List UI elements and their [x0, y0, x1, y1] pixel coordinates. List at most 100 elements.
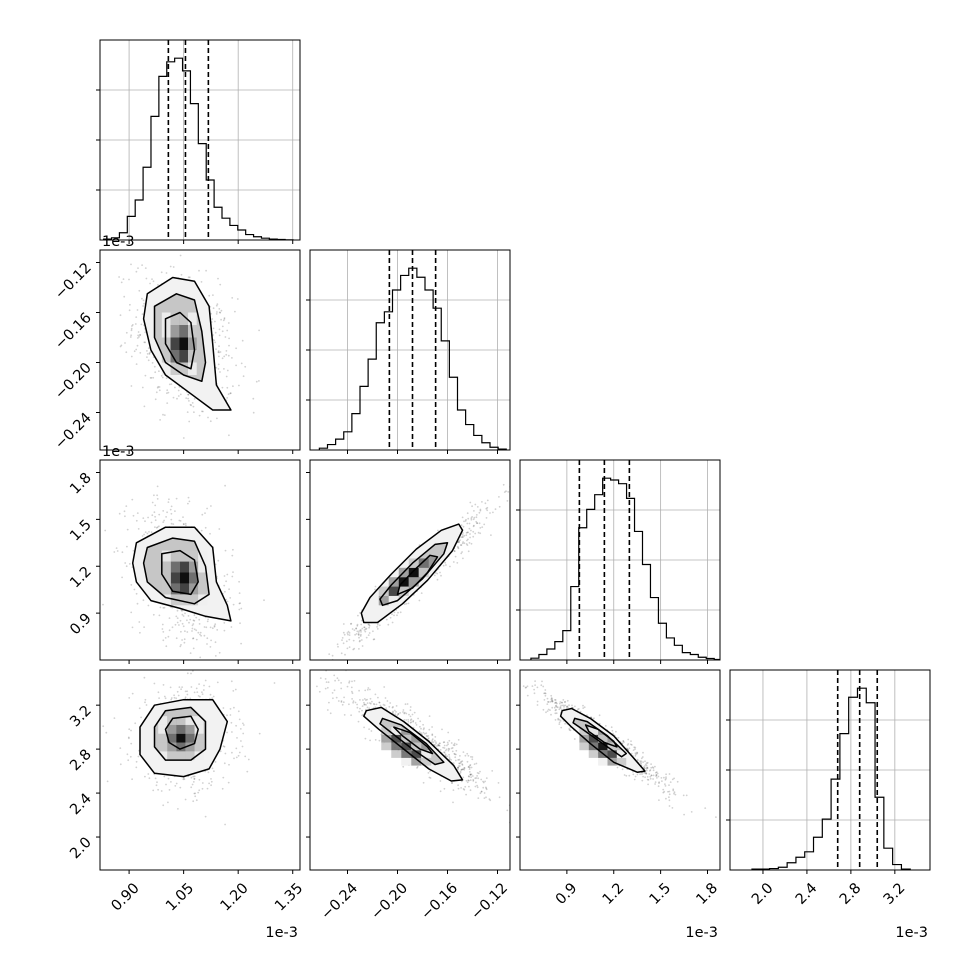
scatter-point — [193, 614, 196, 617]
scatter-point — [621, 742, 624, 745]
scatter-point — [148, 777, 151, 780]
scatter-point — [350, 686, 353, 689]
density-cell — [607, 750, 617, 758]
scatter-point — [526, 694, 529, 697]
scatter-point — [333, 674, 336, 677]
x-tick-label: 0.9 — [553, 880, 581, 908]
scatter-point — [342, 701, 345, 704]
scatter-point — [336, 677, 339, 680]
scatter-point — [499, 663, 501, 665]
scatter-point — [468, 771, 471, 773]
density-cell — [170, 337, 180, 350]
scatter-point — [439, 571, 441, 574]
scatter-point — [143, 405, 146, 408]
scatter-point — [229, 392, 232, 395]
scatter-point — [329, 712, 332, 715]
scatter-point — [205, 626, 208, 629]
scatter-point — [503, 673, 505, 675]
scatter-point — [668, 799, 671, 802]
scatter-point — [151, 362, 154, 364]
scatter-point — [183, 523, 185, 526]
scatter-point — [176, 609, 179, 612]
scatter-point — [234, 688, 237, 691]
scatter-point — [325, 681, 328, 683]
scatter-point — [343, 696, 345, 699]
scatter-point — [343, 633, 346, 636]
density-cell — [161, 572, 171, 584]
scatter-point — [645, 772, 647, 775]
scatter-point — [151, 501, 154, 504]
scatter-point — [431, 726, 433, 728]
scatter-point — [471, 758, 474, 761]
y-tick-label: 0.9 — [67, 611, 95, 639]
scatter-point — [167, 777, 170, 780]
scatter-point — [469, 533, 471, 535]
scatter-point — [158, 513, 161, 516]
scatter-point — [175, 615, 178, 618]
scatter-point — [616, 766, 619, 769]
scatter-point — [642, 775, 644, 778]
y-tick-label: 1.5 — [67, 517, 95, 545]
scatter-point — [486, 509, 489, 512]
scatter-point — [149, 377, 152, 379]
scatter-point — [439, 790, 442, 793]
scatter-point — [634, 753, 637, 756]
density-cell — [176, 724, 186, 734]
scatter-point — [480, 778, 483, 781]
scatter-point — [391, 621, 394, 624]
scatter-point — [358, 640, 361, 643]
scatter-point — [449, 565, 451, 568]
x-exponent-label: 1e-3 — [265, 925, 298, 941]
scatter-point — [546, 703, 549, 705]
scatter-point — [468, 527, 471, 530]
scatter-point — [663, 776, 665, 779]
scatter-point — [369, 702, 372, 705]
scatter-point — [307, 653, 309, 655]
scatter-point — [188, 400, 190, 402]
scatter-point — [460, 536, 463, 539]
scatter-point — [226, 731, 229, 734]
scatter-point — [179, 520, 182, 522]
scatter-point — [235, 724, 238, 727]
scatter-point — [154, 504, 157, 507]
scatter-point — [215, 304, 218, 307]
scatter-point — [566, 705, 569, 708]
scatter-point — [352, 701, 354, 704]
scatter-point — [145, 704, 148, 706]
scatter-point — [130, 329, 133, 332]
scatter-point — [654, 765, 656, 768]
scatter-point — [218, 351, 220, 354]
scatter-point — [397, 611, 399, 614]
scatter-point — [458, 765, 461, 767]
scatter-point — [208, 782, 211, 785]
scatter-point — [216, 664, 218, 666]
scatter-point — [439, 780, 442, 782]
scatter-point — [486, 499, 489, 502]
scatter-point — [153, 365, 156, 368]
y-tick-label: −0.24 — [52, 410, 95, 453]
scatter-point — [324, 678, 327, 680]
scatter-point — [172, 266, 175, 268]
scatter-point — [178, 519, 181, 522]
scatter-point — [119, 345, 122, 348]
scatter-point — [443, 751, 445, 753]
scatter-point — [470, 517, 473, 519]
scatter-point — [378, 624, 381, 627]
density-cell — [167, 733, 177, 743]
scatter-point — [483, 523, 486, 526]
scatter-point — [513, 684, 515, 686]
scatter-point — [218, 528, 221, 530]
scatter-point — [186, 411, 189, 413]
scatter-point — [129, 755, 132, 758]
scatter-point — [165, 516, 168, 518]
scatter-point — [180, 630, 182, 633]
scatter-point — [319, 679, 321, 681]
scatter-point — [542, 685, 545, 688]
scatter-point — [173, 696, 176, 699]
scatter-point — [622, 740, 625, 742]
scatter-point — [655, 775, 657, 777]
scatter-point — [658, 781, 660, 784]
x-tick-label: −0.24 — [318, 880, 361, 923]
scatter-point — [461, 764, 464, 766]
density-panel-2-1 — [319, 483, 510, 681]
